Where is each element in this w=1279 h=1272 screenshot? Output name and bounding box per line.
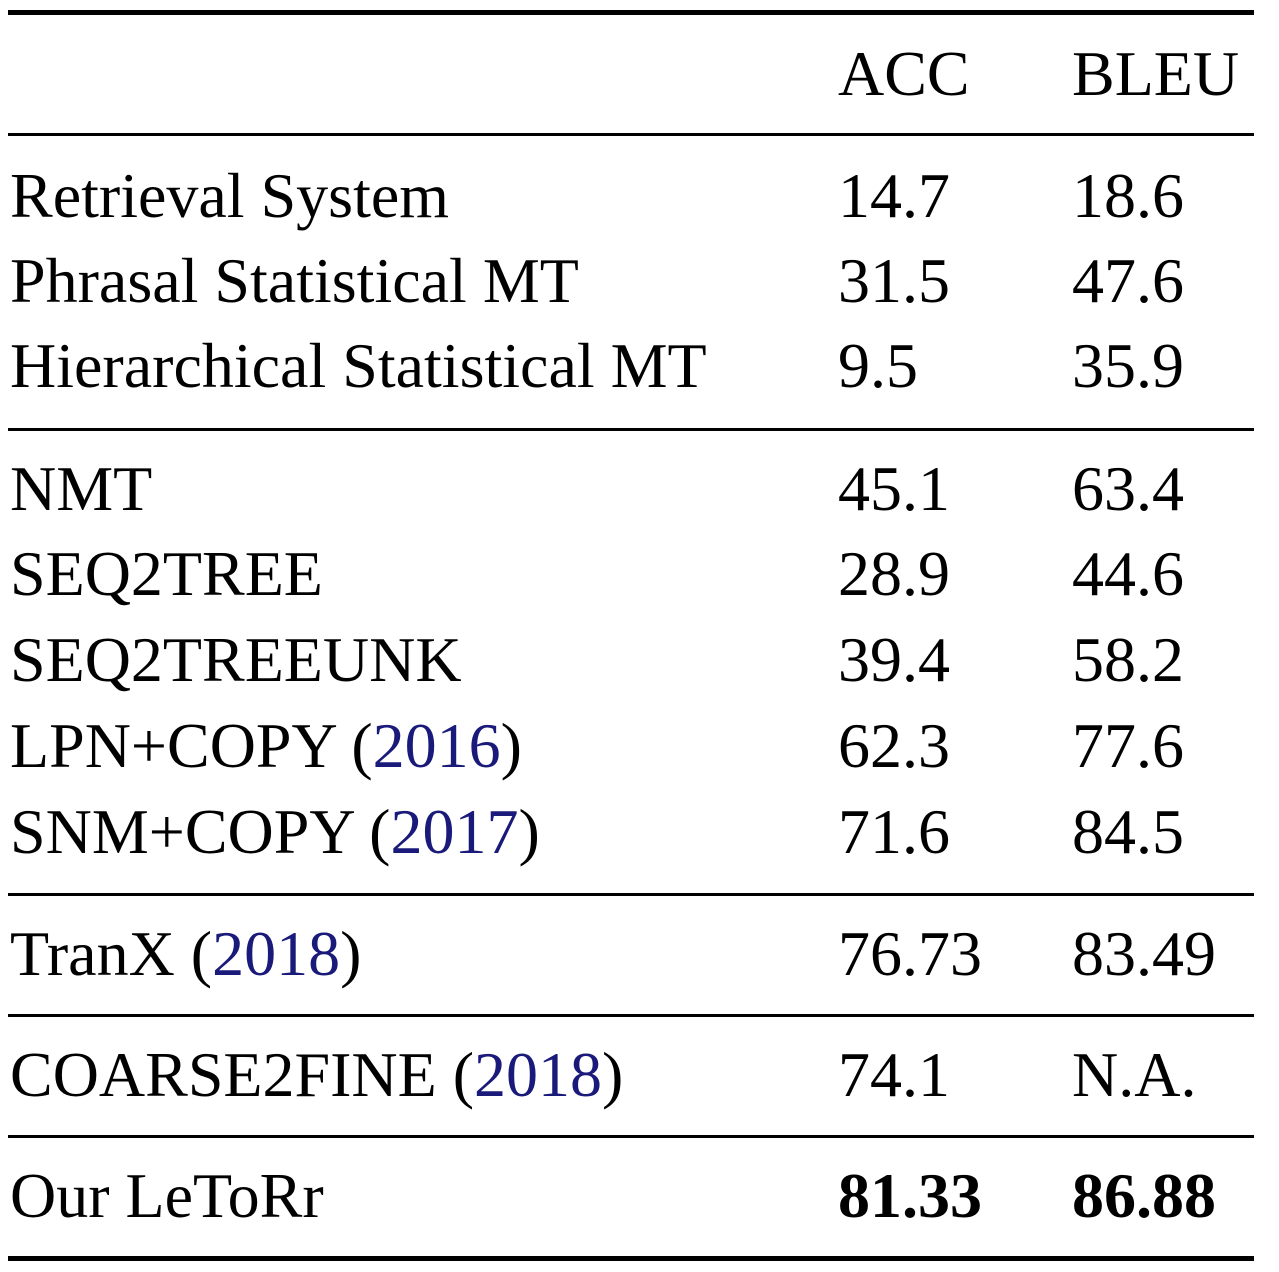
table-header-row: ACC BLEU	[0, 34, 1279, 114]
method-name: Phrasal Statistical MT	[10, 245, 579, 316]
table-row: Phrasal Statistical MT 31.5 47.6	[0, 241, 1279, 321]
citation-link[interactable]: 2016	[372, 710, 501, 781]
method-cell: SNM+COPY (2017)	[10, 796, 540, 867]
header-bleu: BLEU	[1072, 38, 1240, 109]
bleu-value: 84.5	[1072, 796, 1184, 867]
group-3-rule	[8, 1014, 1254, 1017]
acc-value: 39.4	[838, 624, 950, 695]
table-row: SEQ2TREEUNK 39.4 58.2	[0, 620, 1279, 700]
acc-value: 45.1	[838, 453, 950, 524]
table-row: Retrieval System 14.7 18.6	[0, 156, 1279, 236]
acc-value: 9.5	[838, 330, 918, 401]
acc-value: 71.6	[838, 796, 950, 867]
bleu-value: 83.49	[1072, 918, 1216, 989]
method-name: NMT	[10, 453, 153, 524]
method-name: Our LeToRr	[10, 1160, 324, 1231]
citation-link[interactable]: 2018	[212, 918, 341, 989]
citation-link[interactable]: 2017	[390, 796, 519, 867]
acc-value: 76.73	[838, 918, 982, 989]
table-row: COARSE2FINE (2018) 74.1 N.A.	[0, 1035, 1279, 1115]
method-cell: LPN+COPY (2016)	[10, 710, 522, 781]
method-name: LPN+COPY	[10, 710, 336, 781]
table-row: SNM+COPY (2017) 71.6 84.5	[0, 792, 1279, 872]
group-1-rule	[8, 428, 1254, 431]
citation-link[interactable]: 2018	[474, 1039, 603, 1110]
method-name: Hierarchical Statistical MT	[10, 330, 707, 401]
bleu-value: 44.6	[1072, 538, 1184, 609]
bleu-value: 47.6	[1072, 245, 1184, 316]
table-top-rule	[8, 10, 1254, 15]
header-acc: ACC	[838, 38, 970, 109]
bleu-value: 18.6	[1072, 160, 1184, 231]
method-name: COARSE2FINE	[10, 1039, 437, 1110]
table-row: TranX (2018) 76.73 83.49	[0, 914, 1279, 994]
bleu-value: 35.9	[1072, 330, 1184, 401]
group-4-rule	[8, 1135, 1254, 1138]
acc-value: 74.1	[838, 1039, 950, 1110]
bleu-value-best: 86.88	[1072, 1160, 1216, 1231]
table-row-ours: Our LeToRr 81.33 86.88	[0, 1156, 1279, 1236]
acc-value: 28.9	[838, 538, 950, 609]
method-name: SEQ2TREE	[10, 538, 323, 609]
method-name: SEQ2TREEUNK	[10, 624, 462, 695]
table-row: NMT 45.1 63.4	[0, 449, 1279, 529]
acc-value: 14.7	[838, 160, 950, 231]
acc-value: 31.5	[838, 245, 950, 316]
method-name: TranX	[10, 918, 175, 989]
table-row: SEQ2TREE 28.9 44.6	[0, 534, 1279, 614]
table-bottom-rule	[8, 1256, 1254, 1261]
bleu-value: 63.4	[1072, 453, 1184, 524]
bleu-value: 58.2	[1072, 624, 1184, 695]
acc-value-best: 81.33	[838, 1160, 982, 1231]
acc-value: 62.3	[838, 710, 950, 781]
method-cell: TranX (2018)	[10, 918, 362, 989]
method-cell: COARSE2FINE (2018)	[10, 1039, 624, 1110]
bleu-value: 77.6	[1072, 710, 1184, 781]
table-row: LPN+COPY (2016) 62.3 77.6	[0, 706, 1279, 786]
bleu-value: N.A.	[1072, 1039, 1197, 1110]
header-rule	[8, 133, 1254, 136]
method-name: SNM+COPY	[10, 796, 354, 867]
method-name: Retrieval System	[10, 160, 450, 231]
group-2-rule	[8, 893, 1254, 896]
table-row: Hierarchical Statistical MT 9.5 35.9	[0, 326, 1279, 406]
